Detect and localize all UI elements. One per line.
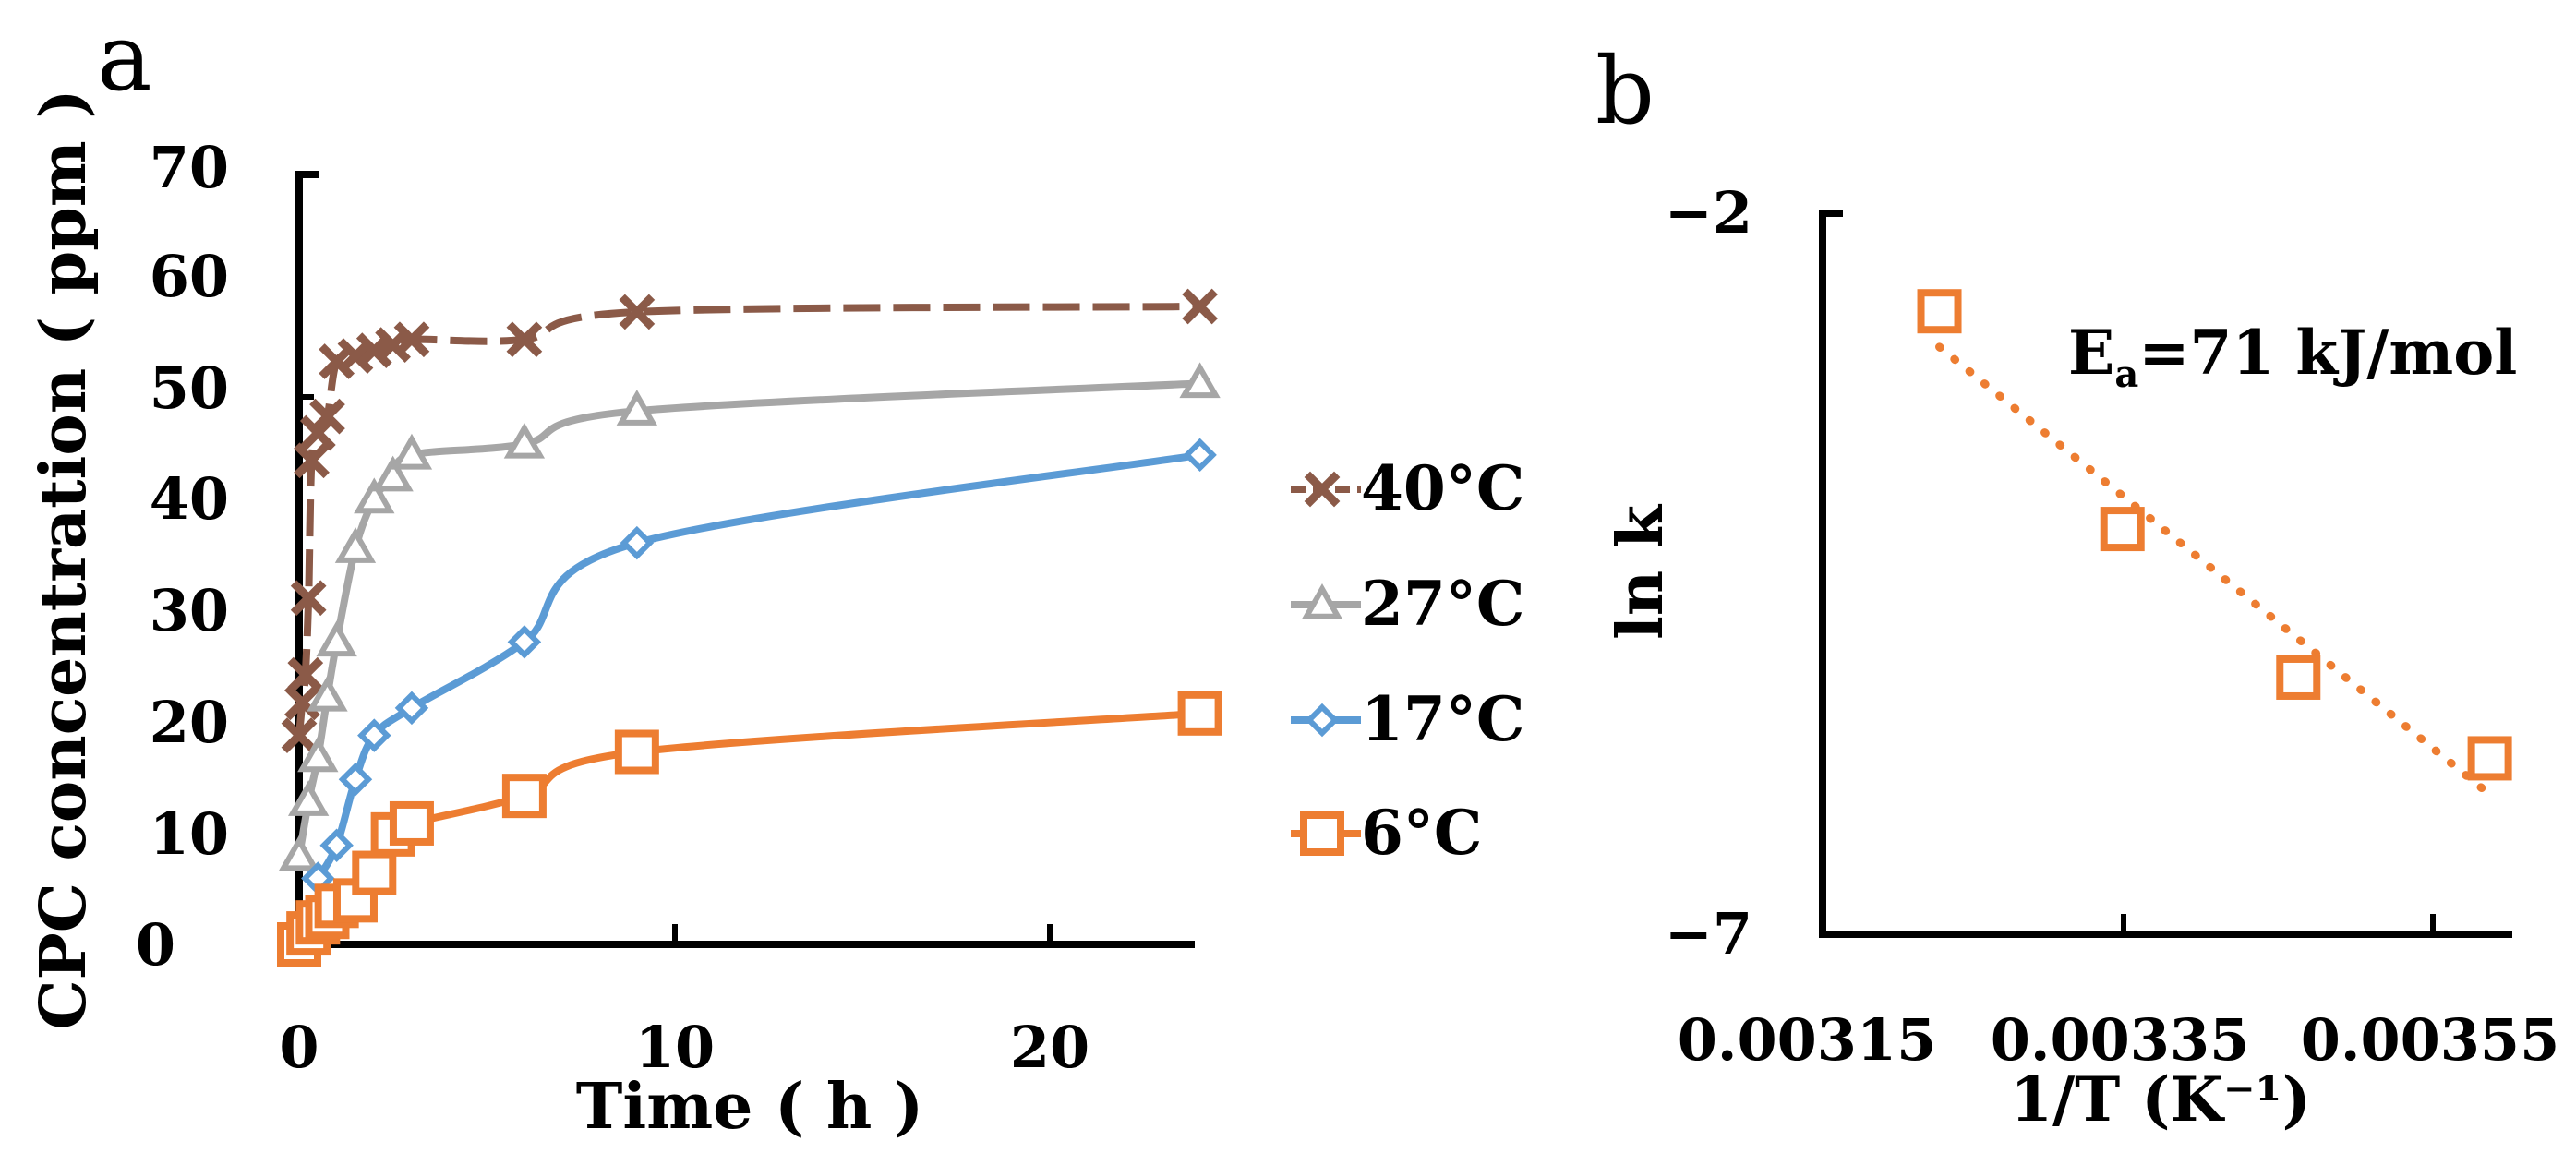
panel-b-data-layer bbox=[1917, 289, 2512, 799]
data-point-40c bbox=[309, 398, 345, 435]
data-point-27c bbox=[616, 390, 658, 426]
series-17c bbox=[301, 438, 1217, 895]
series-line-27c bbox=[295, 379, 1200, 858]
panel-a-x-tick-label: 20 bbox=[1010, 1014, 1089, 1081]
panel-b-y-tick-label: −7 bbox=[1665, 900, 1752, 967]
panel-b-x-tick-label: 0.00355 bbox=[2301, 1006, 2559, 1074]
arrhenius-point bbox=[2276, 655, 2321, 700]
data-point-40c bbox=[287, 656, 324, 693]
legend-label-27c: 27°C bbox=[1361, 568, 1524, 640]
panel-label-b: b bbox=[1595, 37, 1655, 145]
arrhenius-point bbox=[2467, 736, 2512, 781]
data-point-17c bbox=[620, 525, 655, 560]
trendline bbox=[1935, 342, 2495, 799]
panel-a-legend: 40°C 27°C 17°C 6°C bbox=[1291, 452, 1524, 869]
series-27c bbox=[278, 362, 1221, 871]
data-point-40c bbox=[1182, 288, 1218, 325]
data-point-27c bbox=[334, 527, 377, 563]
series-40c bbox=[281, 288, 1218, 753]
panel-a-x-tick-label: 0 bbox=[279, 1014, 319, 1081]
legend-item-40c: 40°C bbox=[1291, 452, 1524, 524]
legend-label-6c: 6°C bbox=[1361, 797, 1482, 869]
panel-a-y-tick-label: 30 bbox=[150, 577, 229, 644]
data-point-27c bbox=[297, 736, 339, 773]
legend-marker bbox=[1304, 471, 1341, 508]
panel-a-line-chart: a 0 10 20 30 40 50 60 70 0 10 20 Time ( … bbox=[27, 4, 1524, 1144]
data-point-40c bbox=[290, 580, 327, 617]
legend-marker bbox=[1305, 703, 1340, 738]
arrhenius-point bbox=[2100, 507, 2145, 552]
legend-symbol-27c bbox=[1291, 582, 1361, 619]
data-point-27c bbox=[391, 433, 433, 470]
panel-b-y-axis-title: ln k bbox=[1604, 503, 1678, 640]
data-point-6c bbox=[352, 850, 397, 895]
data-point-27c bbox=[354, 477, 395, 514]
annotation-main: E bbox=[2068, 317, 2114, 389]
series-line-17c bbox=[314, 450, 1201, 881]
legend-marker bbox=[1300, 811, 1344, 856]
data-point-6c bbox=[614, 729, 659, 775]
legend-label-40c: 40°C bbox=[1361, 452, 1524, 524]
legend-marker bbox=[1301, 582, 1343, 619]
legend-item-27c: 27°C bbox=[1291, 568, 1524, 640]
panel-label-a: a bbox=[97, 4, 152, 112]
panel-a-x-axis-title: Time ( h ) bbox=[576, 1070, 923, 1144]
panel-a-y-tick-label: 70 bbox=[150, 134, 229, 201]
panel-b-x-axis-title: 1/T (K⁻¹) bbox=[2010, 1063, 2311, 1135]
panel-b-y-tick-label: −2 bbox=[1665, 179, 1752, 246]
data-point-17c bbox=[507, 625, 542, 659]
data-point-27c bbox=[372, 455, 414, 492]
data-point-27c bbox=[316, 620, 357, 657]
data-point-40c bbox=[294, 442, 330, 479]
annotation-value: =71 kJ/mol bbox=[2138, 317, 2517, 389]
panel-a-y-tick-label: 0 bbox=[136, 911, 175, 979]
legend-item-17c: 17°C bbox=[1291, 683, 1524, 755]
data-point-27c bbox=[278, 835, 320, 871]
data-point-17c bbox=[1183, 438, 1217, 473]
data-point-6c bbox=[501, 774, 547, 819]
legend-symbol-17c bbox=[1291, 703, 1361, 738]
data-point-6c bbox=[332, 878, 378, 923]
data-point-27c bbox=[307, 675, 348, 712]
data-point-17c bbox=[319, 828, 354, 863]
legend-symbol-6c bbox=[1291, 811, 1361, 856]
series-line-6c bbox=[295, 709, 1200, 947]
data-point-27c bbox=[287, 780, 330, 816]
data-point-40c bbox=[506, 321, 543, 358]
legend-item-6c: 6°C bbox=[1291, 797, 1482, 869]
panel-b-x-tick-label: 0.00315 bbox=[1678, 1006, 1936, 1074]
panel-a-series-layer bbox=[277, 288, 1222, 967]
panel-a-y-tick-label: 20 bbox=[150, 689, 229, 756]
data-point-17c bbox=[357, 718, 391, 752]
data-point-6c bbox=[389, 800, 434, 846]
panel-a-y-tick-label: 40 bbox=[150, 465, 229, 533]
data-point-6c bbox=[1177, 691, 1222, 736]
data-point-27c bbox=[1179, 362, 1221, 399]
data-point-17c bbox=[338, 763, 373, 797]
data-point-40c bbox=[299, 414, 336, 451]
legend-symbol-40c bbox=[1291, 471, 1361, 508]
data-point-27c bbox=[503, 422, 546, 459]
activation-energy-annotation: Ea=71 kJ/mol bbox=[2068, 317, 2517, 396]
panel-a-y-axis-title: CPC concentration ( ppm ) bbox=[27, 89, 101, 1029]
panel-a-y-tick-label: 10 bbox=[150, 800, 229, 868]
data-point-17c bbox=[394, 691, 429, 726]
data-point-40c bbox=[619, 294, 656, 330]
panel-b-arrhenius-plot: b −2 −7 0.00315 0.00335 0.00355 1/T (K⁻¹… bbox=[1595, 37, 2559, 1135]
legend-label-17c: 17°C bbox=[1361, 683, 1524, 755]
data-point-40c bbox=[281, 717, 318, 753]
annotation-subscript: a bbox=[2114, 353, 2138, 396]
panel-b-x-tick-label: 0.00335 bbox=[1991, 1006, 2249, 1074]
panel-a-y-tick-label: 60 bbox=[150, 243, 229, 310]
panel-a-y-tick-label: 50 bbox=[150, 354, 229, 422]
series-6c bbox=[277, 691, 1222, 967]
panel-a-x-tick-label: 10 bbox=[635, 1014, 715, 1081]
data-point-40c bbox=[393, 321, 430, 358]
arrhenius-point bbox=[1917, 289, 1962, 334]
